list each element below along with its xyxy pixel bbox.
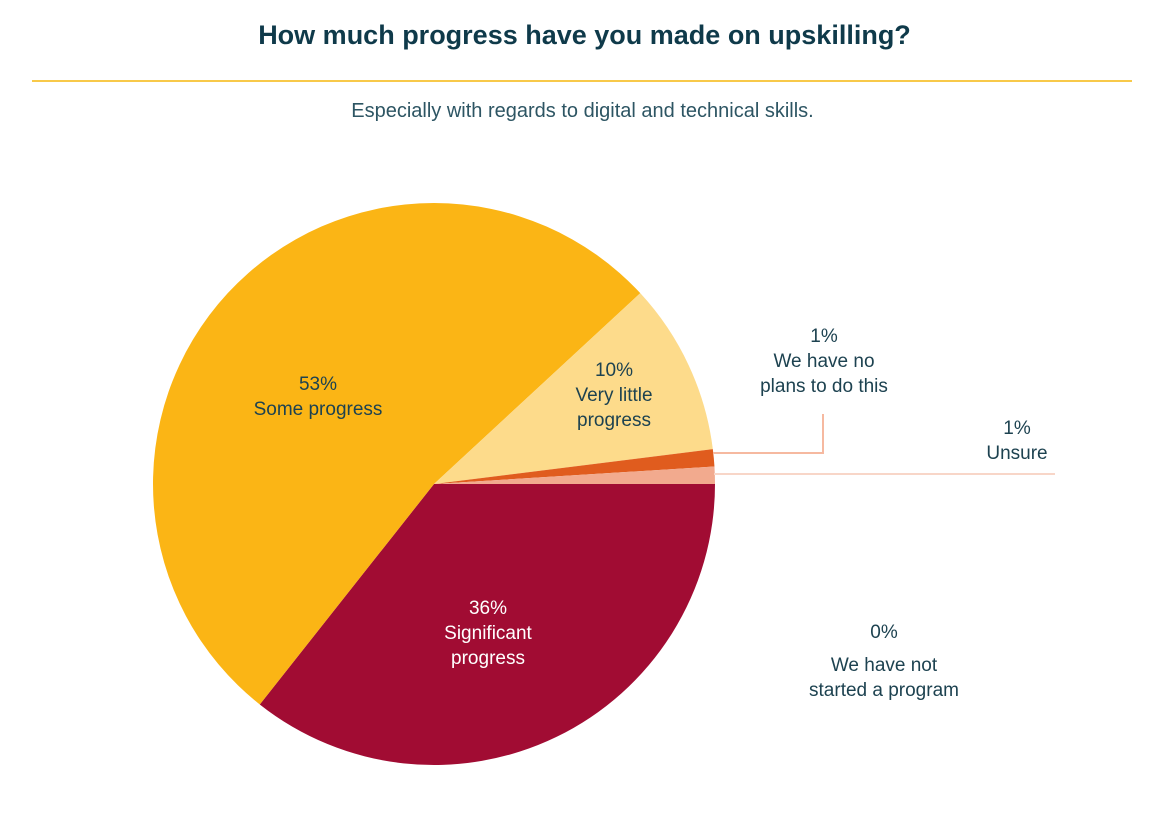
title-divider <box>32 80 1132 82</box>
label-value: 53% <box>298 374 338 395</box>
pie-slice-some-progress <box>153 203 641 705</box>
label-text: Significant <box>444 623 532 644</box>
label-some: 53% Some progress <box>254 372 383 422</box>
label-text: Some progress <box>253 399 383 420</box>
label-no-plans: 1% We have no plans to do this <box>760 324 888 399</box>
label-text: We have not <box>830 655 938 676</box>
pie-slice-significant-progress <box>259 484 715 765</box>
pie-slice-very-little-progress <box>434 293 713 484</box>
label-text: Unsure <box>986 443 1048 464</box>
label-value: 1% <box>1003 418 1031 439</box>
label-text: Very little <box>575 385 653 406</box>
label-significant: 36% Significant progress <box>444 596 532 671</box>
pie-slice-we-have-no-plans-to-do-this <box>434 449 715 484</box>
label-value: 1% <box>810 326 838 347</box>
label-unsure: 1% Unsure <box>986 416 1047 466</box>
label-not-started: 0% We have not started a program <box>809 620 959 703</box>
label-text: progress <box>451 648 525 669</box>
leader-line-no-plans <box>713 414 824 454</box>
pie-slice-unsure <box>434 466 715 484</box>
label-text: plans to do this <box>760 376 888 397</box>
label-value: 36% <box>468 598 508 619</box>
label-text: started a program <box>809 680 959 701</box>
chart-subtitle: Especially with regards to digital and t… <box>351 100 814 122</box>
label-very-little: 10% Very little progress <box>575 358 652 433</box>
label-value: 10% <box>594 360 634 381</box>
label-text: progress <box>577 410 651 431</box>
label-text: We have no <box>773 351 875 372</box>
chart-title: How much progress have you made on upski… <box>258 20 911 50</box>
label-value: 0% <box>870 622 898 643</box>
